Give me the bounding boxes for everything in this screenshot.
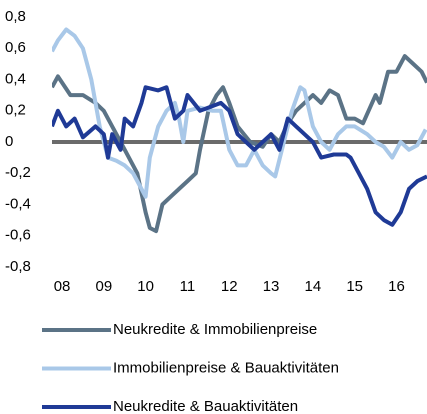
legend-label: Neukredite & Bauaktivitäten	[113, 398, 298, 414]
x-tick-label: 16	[388, 278, 405, 295]
x-tick-label: 14	[305, 278, 322, 295]
series-line	[52, 54, 427, 234]
y-tick-label: -0,8	[5, 258, 31, 275]
series-line	[52, 85, 427, 227]
x-tick-label: 09	[95, 278, 112, 295]
x-tick-label: 11	[180, 278, 196, 295]
y-tick-label: -0,6	[5, 227, 31, 244]
y-tick-label: 0,8	[5, 8, 26, 25]
series-line	[52, 27, 427, 199]
legend-label: Immobilienpreise & Bauaktivitäten	[113, 359, 339, 376]
plot-area	[52, 27, 427, 234]
y-tick-label: 0,6	[5, 39, 26, 56]
y-tick-label: 0,2	[5, 102, 26, 119]
y-tick-label: 0	[5, 133, 13, 150]
x-tick-label: 12	[221, 278, 238, 295]
x-tick-label: 10	[137, 278, 154, 295]
y-tick-label: -0,4	[5, 195, 31, 212]
legend-label: Neukredite & Immobilienpreise	[113, 321, 317, 338]
x-tick-label: 13	[263, 278, 280, 295]
y-tick-label: 0,4	[5, 70, 26, 87]
y-tick-label: -0,2	[5, 164, 31, 181]
x-tick-label: 15	[346, 278, 363, 295]
x-tick-label: 08	[54, 278, 71, 295]
